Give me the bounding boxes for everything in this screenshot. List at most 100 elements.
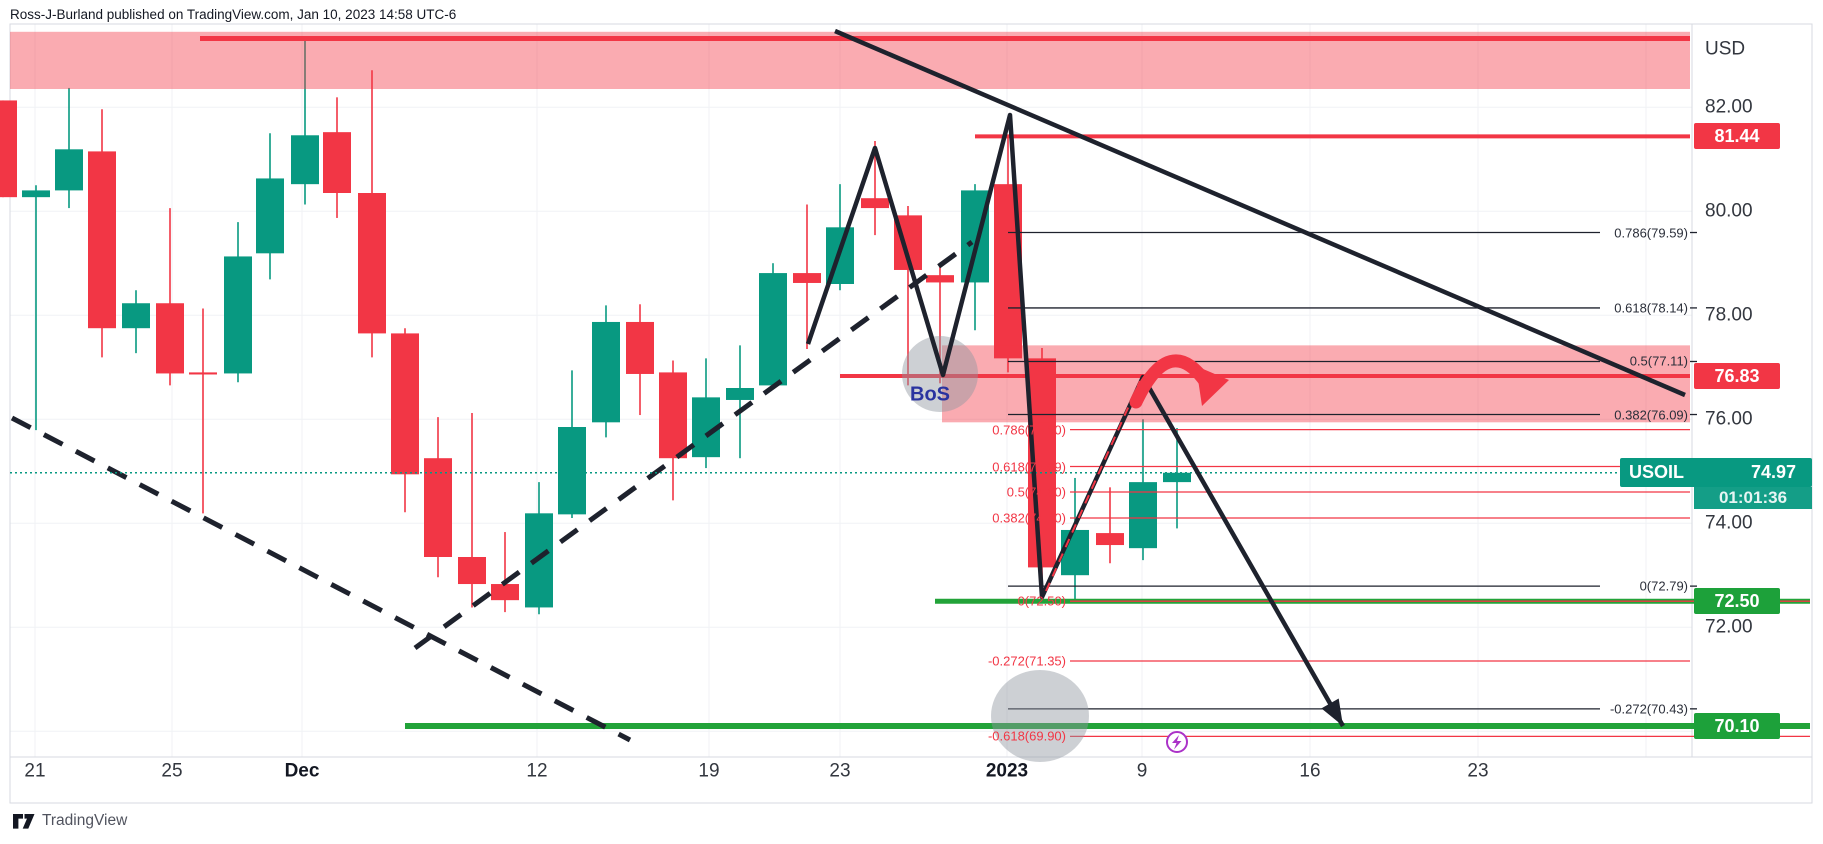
candle-down[interactable] [88, 109, 116, 358]
candle-up[interactable] [224, 222, 252, 383]
tradingview-logo[interactable]: TradingView [13, 812, 127, 830]
highlight-circle[interactable] [902, 336, 978, 412]
dashed-trendline-down[interactable] [10, 415, 632, 743]
candle-down[interactable] [424, 417, 452, 578]
candle-down[interactable] [1028, 347, 1056, 588]
candle-body [22, 190, 50, 198]
candle-body [55, 149, 83, 191]
candle-up[interactable] [726, 345, 754, 459]
candle-up[interactable] [692, 358, 720, 469]
candle-body [122, 303, 150, 329]
dashed-trendline-up[interactable] [413, 239, 974, 651]
candle-up[interactable] [1061, 477, 1089, 601]
bos-annotation-label[interactable]: BoS [910, 383, 950, 406]
symbol-name: USOIL [1629, 462, 1685, 483]
fib-label-red: 0(72.50) [1017, 593, 1066, 609]
candle-body [926, 275, 954, 283]
candle-up[interactable] [55, 87, 83, 209]
candle-up[interactable] [558, 370, 586, 518]
price-axis-label: 80.00 [1705, 200, 1753, 222]
candle-body [1129, 482, 1157, 549]
time-axis-label: 23 [1467, 760, 1489, 782]
fib-label-black: 0.5(77.11) [1629, 353, 1688, 369]
price-level-badge: 72.50 [1694, 588, 1780, 615]
supply-zone-upper[interactable] [10, 31, 1690, 89]
candle-body [1061, 529, 1089, 576]
candle-body [726, 388, 754, 400]
bar-countdown-timer: 01:01:36 [1694, 487, 1812, 510]
fib-label-red: -0.272(71.35) [987, 653, 1066, 669]
candle-body [391, 333, 419, 475]
candle-body [358, 193, 386, 334]
candle-body [861, 198, 889, 209]
price-axis-label: 72.00 [1705, 616, 1753, 638]
tradingview-logo-icon [13, 813, 35, 829]
candle-down[interactable] [189, 308, 217, 514]
red-dashed-impulse[interactable] [1045, 380, 1141, 592]
candle-body [189, 372, 217, 375]
candle-down[interactable] [391, 328, 419, 513]
price-axis-currency: USD [1705, 38, 1746, 60]
fib-label-red: 0.382(74.10) [992, 510, 1066, 526]
time-axis-label: 25 [161, 760, 183, 782]
candle-up[interactable] [22, 185, 50, 431]
fib-label-black: 0.618(78.14) [1614, 300, 1688, 316]
candle-body [1096, 533, 1124, 546]
candle-body [458, 557, 486, 585]
price-axis-label: 76.00 [1705, 408, 1753, 430]
candle-up[interactable] [256, 133, 284, 280]
candle-up[interactable] [759, 263, 787, 388]
candle-down[interactable] [0, 100, 17, 198]
fib-label-black: 0(72.79) [1639, 578, 1688, 594]
candle-body [0, 100, 17, 198]
supply-zone-mid[interactable] [942, 345, 1690, 423]
candle-down[interactable] [793, 204, 821, 349]
publish-attribution: Ross-J-Burland published on TradingView.… [10, 7, 457, 22]
candle-down[interactable] [626, 304, 654, 416]
lightning-bolt-icon [1172, 735, 1182, 750]
candle-down[interactable] [861, 141, 889, 236]
candle-up[interactable] [592, 305, 620, 438]
candle-down[interactable] [358, 70, 386, 358]
price-level-badge: 70.10 [1694, 713, 1780, 739]
candle-body [759, 273, 787, 386]
rejection-arrowhead [1196, 366, 1229, 406]
candle-down[interactable] [458, 412, 486, 608]
candle-body [558, 427, 586, 515]
price-axis-label: 78.00 [1705, 304, 1753, 326]
candle-down[interactable] [1096, 487, 1124, 564]
price-level-badge: 76.83 [1694, 363, 1780, 390]
fib-label-red: 0.786(75.80) [992, 422, 1066, 438]
candle-up[interactable] [1129, 419, 1157, 561]
tradingview-logo-text: TradingView [42, 812, 128, 829]
descending-trendline[interactable] [834, 28, 1686, 398]
candle-up[interactable] [122, 290, 150, 354]
candle-down[interactable] [156, 208, 184, 386]
time-axis-label: 12 [526, 760, 548, 782]
candle-up[interactable] [525, 482, 553, 615]
fib-label-red: 0.5(74.60) [1006, 484, 1066, 500]
highlight-circle[interactable] [991, 670, 1089, 762]
candle-body [424, 458, 452, 557]
candle-body [88, 151, 116, 329]
candle-down[interactable] [491, 532, 519, 613]
fib-label-black: 0.382(76.09) [1614, 407, 1688, 423]
candle-up[interactable] [1163, 428, 1191, 529]
time-axis-label: 9 [1136, 760, 1148, 782]
projection-arrowhead [1321, 698, 1343, 726]
candle-body [256, 178, 284, 254]
candle-down[interactable] [659, 360, 687, 501]
symbol-price-badge: USOIL 74.97 [1620, 458, 1812, 488]
time-axis-label: 19 [698, 760, 720, 782]
candle-body [659, 372, 687, 459]
candle-up[interactable] [291, 40, 319, 205]
price-axis-label: 82.00 [1705, 96, 1753, 118]
time-axis-label: Dec [284, 760, 320, 782]
time-axis-label: 16 [1299, 760, 1321, 782]
price-axis-label: 74.00 [1705, 512, 1753, 534]
candle-body [224, 256, 252, 374]
candle-down[interactable] [323, 97, 351, 218]
candle-body [626, 321, 654, 374]
